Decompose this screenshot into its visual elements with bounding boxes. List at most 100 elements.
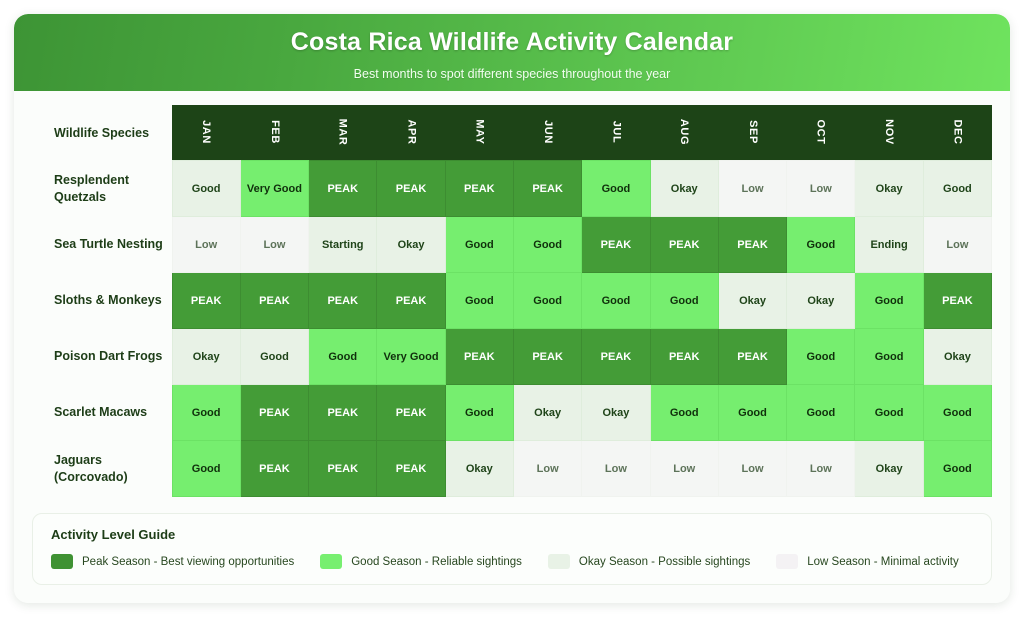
activity-cell[interactable]: Okay — [649, 160, 719, 217]
activity-cell[interactable]: Good — [717, 384, 788, 441]
activity-cell[interactable]: Starting — [308, 216, 378, 273]
month-header-mar: MAR — [308, 104, 377, 161]
activity-cell[interactable]: Good — [649, 384, 719, 441]
legend-item-label: Low Season - Minimal activity — [807, 555, 959, 568]
activity-cell[interactable]: Good — [581, 160, 651, 217]
calendar-table-container: Wildlife Species JAN FEB MAR APR MAY JUN JUL AU… — [14, 90, 1010, 497]
activity-cell[interactable]: Okay — [376, 216, 446, 273]
legend-swatch-icon — [547, 554, 570, 569]
month-header-label: JUN — [541, 120, 554, 145]
activity-cell[interactable]: PEAK — [922, 272, 993, 329]
activity-cell[interactable]: PEAK — [308, 160, 378, 217]
activity-cell[interactable]: PEAK — [308, 272, 378, 329]
species-label: Jaguars (Corcovado) — [32, 440, 172, 497]
table-row: Scarlet Macaws Good PEAK PEAK PEAK Good Okay Ok… — [32, 384, 993, 441]
legend-title: Activity Level Guide — [51, 527, 176, 542]
activity-cell[interactable]: PEAK — [376, 440, 446, 497]
activity-cell[interactable]: Good — [239, 328, 310, 385]
activity-cell[interactable]: Okay — [854, 160, 924, 217]
activity-cell[interactable]: PEAK — [581, 328, 651, 385]
activity-cell[interactable]: Low — [512, 440, 583, 497]
legend-item-low: Low Season - Minimal activity — [776, 554, 959, 569]
activity-cell[interactable]: Good — [922, 440, 993, 497]
activity-cell[interactable]: Low — [717, 440, 788, 497]
month-header-label: APR — [405, 119, 418, 145]
activity-cell[interactable]: PEAK — [581, 216, 651, 273]
activity-cell[interactable]: Good — [171, 384, 241, 441]
legend-container: Activity Level Guide Peak Season - Best … — [14, 497, 1010, 603]
activity-cell[interactable]: PEAK — [376, 384, 446, 441]
calendar-card: Costa Rica Wildlife Activity Calendar Be… — [14, 14, 1010, 603]
activity-cell[interactable]: Okay — [717, 272, 788, 329]
activity-cell[interactable]: Good — [786, 216, 856, 273]
activity-cell[interactable]: PEAK — [171, 272, 241, 329]
activity-cell[interactable]: Good — [854, 328, 924, 385]
activity-level-guide: Activity Level Guide Peak Season - Best … — [32, 513, 992, 585]
legend-item-okay: Okay Season - Possible sightings — [547, 554, 751, 569]
activity-cell[interactable]: Okay — [581, 384, 651, 441]
activity-cell[interactable]: Low — [786, 160, 856, 217]
activity-cell[interactable]: PEAK — [512, 328, 583, 385]
activity-cell[interactable]: Okay — [854, 440, 924, 497]
activity-cell[interactable]: Very Good — [239, 160, 310, 217]
activity-cell[interactable]: Okay — [171, 328, 241, 385]
activity-cell[interactable]: Low — [581, 440, 651, 497]
activity-cell[interactable]: Good — [922, 384, 993, 441]
activity-cell[interactable]: Good — [171, 160, 241, 217]
activity-cell[interactable]: Okay — [786, 272, 856, 329]
activity-cell[interactable]: Good — [444, 384, 514, 441]
month-header-label: AUG — [678, 119, 691, 146]
month-header-aug: AUG — [650, 104, 719, 161]
legend-item-peak: Peak Season - Best viewing opportunities — [51, 554, 294, 569]
month-header-dec: DEC — [923, 104, 992, 161]
month-header-label: DEC — [951, 119, 964, 145]
activity-cell[interactable]: Low — [649, 440, 719, 497]
activity-cell[interactable]: Good — [786, 328, 856, 385]
month-header-label: MAY — [473, 119, 486, 145]
activity-cell[interactable]: PEAK — [239, 272, 310, 329]
activity-cell[interactable]: Okay — [444, 440, 514, 497]
activity-cell[interactable]: PEAK — [649, 328, 719, 385]
activity-cell[interactable]: Low — [922, 216, 993, 273]
activity-cell[interactable]: Good — [922, 160, 993, 217]
activity-cell[interactable]: Low — [786, 440, 856, 497]
activity-cell[interactable]: Good — [171, 440, 241, 497]
activity-cell[interactable]: Good — [854, 384, 924, 441]
activity-cell[interactable]: Low — [171, 216, 241, 273]
activity-cell[interactable]: Very Good — [376, 328, 446, 385]
month-header-oct: OCT — [786, 104, 855, 161]
activity-cell[interactable]: Ending — [854, 216, 924, 273]
activity-cell[interactable]: PEAK — [308, 440, 378, 497]
activity-cell[interactable]: PEAK — [376, 160, 446, 217]
month-header-jul: JUL — [581, 104, 651, 161]
legend-swatch-icon — [776, 554, 799, 569]
activity-cell[interactable]: Good — [308, 328, 378, 385]
activity-cell[interactable]: PEAK — [444, 160, 514, 217]
activity-cell[interactable]: Low — [717, 160, 788, 217]
activity-cell[interactable]: Good — [786, 384, 856, 441]
activity-cell[interactable]: PEAK — [512, 160, 583, 217]
activity-cell[interactable]: Good — [512, 272, 583, 329]
activity-cell[interactable]: Good — [444, 272, 514, 329]
legend-item-label: Okay Season - Possible sightings — [578, 555, 751, 568]
activity-cell[interactable]: Good — [649, 272, 719, 329]
activity-cell[interactable]: Okay — [512, 384, 583, 441]
activity-cell[interactable]: PEAK — [308, 384, 378, 441]
activity-cell[interactable]: PEAK — [239, 384, 310, 441]
activity-cell[interactable]: Good — [581, 272, 651, 329]
activity-cell[interactable]: PEAK — [444, 328, 514, 385]
activity-cell[interactable]: PEAK — [717, 328, 788, 385]
table-header-row: Wildlife Species JAN FEB MAR APR MAY JUN JUL AU… — [32, 104, 992, 161]
activity-cell[interactable]: Good — [444, 216, 514, 273]
table-row: Jaguars (Corcovado) Good PEAK PEAK PEAK Okay L… — [32, 440, 993, 497]
activity-cell[interactable]: Okay — [922, 328, 993, 385]
activity-cell[interactable]: PEAK — [717, 216, 788, 273]
activity-cell[interactable]: PEAK — [376, 272, 446, 329]
species-label: Resplendent Quetzals — [32, 160, 172, 217]
activity-cell[interactable]: PEAK — [239, 440, 310, 497]
activity-cell[interactable]: Good — [854, 272, 924, 329]
activity-cell[interactable]: PEAK — [649, 216, 719, 273]
activity-cell[interactable]: Good — [512, 216, 583, 273]
legend-swatch-icon — [51, 554, 73, 569]
activity-cell[interactable]: Low — [239, 216, 310, 273]
